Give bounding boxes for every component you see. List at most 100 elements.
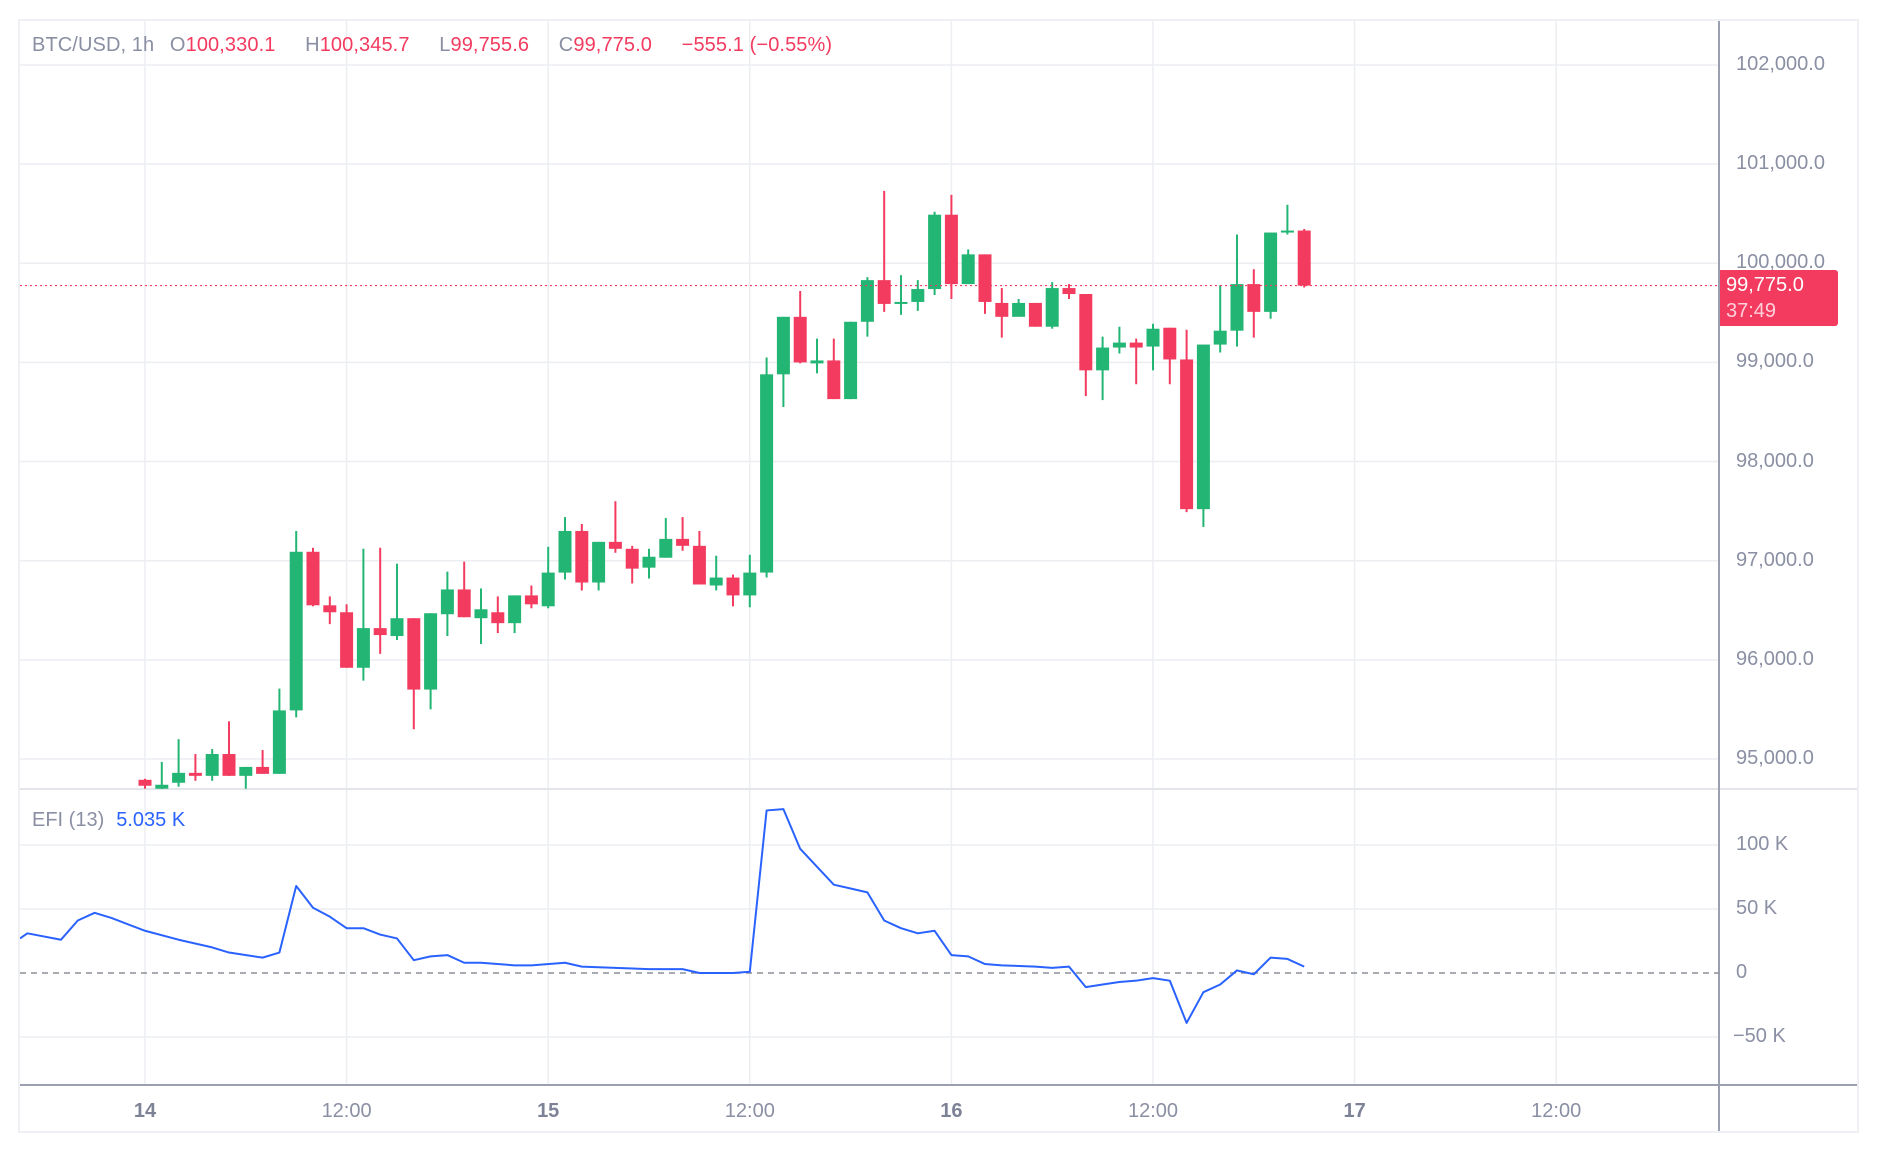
candle-body bbox=[1146, 328, 1160, 347]
candle-body bbox=[894, 301, 908, 304]
candle-body bbox=[944, 214, 958, 285]
candle-body bbox=[1012, 302, 1026, 317]
candle-body bbox=[709, 577, 723, 586]
candle-body bbox=[407, 618, 421, 690]
candle-body bbox=[508, 595, 522, 624]
candle-body bbox=[911, 289, 925, 302]
candle-body bbox=[642, 556, 656, 568]
candle-body bbox=[860, 280, 874, 322]
candle-body bbox=[1028, 302, 1042, 327]
candle-body bbox=[356, 628, 370, 668]
candle-body bbox=[340, 612, 354, 668]
open-value: 100,330.1 bbox=[185, 34, 276, 56]
time-tick-label: 12:00 bbox=[1531, 1100, 1582, 1122]
candle-body bbox=[205, 754, 219, 776]
efi-value: 5.035 K bbox=[116, 809, 186, 831]
candle-body bbox=[625, 548, 639, 569]
candle-body bbox=[239, 766, 253, 776]
candle-body bbox=[272, 710, 286, 774]
candle-body bbox=[1129, 342, 1143, 348]
efi-tick-label: 50 K bbox=[1736, 897, 1778, 919]
efi-line bbox=[20, 808, 1305, 1024]
candle-body bbox=[457, 589, 471, 618]
price-tick-label: 100,000.0 bbox=[1736, 251, 1825, 274]
candle-body bbox=[1062, 288, 1076, 295]
change-value: −555.1 (−0.55%) bbox=[681, 34, 833, 56]
candle-body bbox=[793, 316, 807, 363]
candles bbox=[138, 190, 1311, 789]
candle-body bbox=[474, 609, 488, 619]
price-tick-label: 101,000.0 bbox=[1736, 152, 1825, 175]
candle-body bbox=[961, 254, 975, 285]
candle-body bbox=[877, 280, 891, 304]
candle-body bbox=[323, 605, 337, 613]
candle-body bbox=[928, 214, 942, 290]
candle-body bbox=[592, 541, 606, 583]
efi-tick-label: 100 K bbox=[1736, 833, 1789, 855]
price-tick-label: 98,000.0 bbox=[1736, 449, 1814, 472]
candle-body bbox=[1180, 359, 1194, 510]
candle-body bbox=[1297, 230, 1311, 286]
candle-body bbox=[1163, 327, 1177, 360]
candle-body bbox=[810, 360, 824, 364]
price-tick-label: 102,000.0 bbox=[1736, 53, 1825, 75]
candle-body bbox=[440, 589, 454, 615]
time-tick-label: 12:00 bbox=[1127, 1100, 1179, 1122]
candle-body bbox=[558, 530, 572, 573]
candle-body bbox=[978, 254, 992, 302]
candle-body bbox=[575, 530, 589, 583]
price-tick-label: 96,000.0 bbox=[1736, 647, 1814, 670]
candle-body bbox=[1213, 330, 1227, 345]
candle-body bbox=[1112, 342, 1126, 348]
price-tick-label: 95,000.0 bbox=[1736, 746, 1814, 769]
last-price-tag: 99,775.0 37:49 bbox=[1720, 270, 1838, 326]
efi-tick-label: −50 K bbox=[1733, 1025, 1786, 1047]
candle-body bbox=[1096, 347, 1110, 371]
candle-body bbox=[844, 321, 858, 400]
candle-body bbox=[373, 628, 387, 636]
candle-body bbox=[1045, 288, 1059, 327]
efi-tick-label: 0 bbox=[1736, 961, 1748, 983]
time-tick-label: 12:00 bbox=[321, 1100, 372, 1122]
candle-body bbox=[1079, 294, 1093, 371]
low-value: 99,755.6 bbox=[450, 34, 530, 56]
price-tick-label: 97,000.0 bbox=[1736, 548, 1814, 571]
time-tick-label: 16 bbox=[940, 1100, 963, 1122]
candle-body bbox=[188, 772, 202, 776]
candle-body bbox=[608, 541, 622, 549]
candle-body bbox=[524, 595, 538, 605]
candle-body bbox=[676, 538, 690, 546]
price-tick-label: 99,000.0 bbox=[1736, 350, 1814, 373]
time-tick-label: 12:00 bbox=[724, 1100, 775, 1122]
candle-body bbox=[1264, 232, 1278, 312]
candle-body bbox=[172, 772, 186, 783]
candle-body bbox=[222, 754, 236, 776]
bar-countdown: 37:49 bbox=[1726, 300, 1777, 322]
candle-body bbox=[138, 779, 152, 786]
candle-body bbox=[760, 374, 774, 573]
efi-legend: EFI (13) 5.035 K bbox=[32, 809, 185, 832]
candle-body bbox=[1247, 284, 1261, 312]
candle-body bbox=[306, 551, 320, 606]
efi-label[interactable]: EFI (13) bbox=[32, 809, 105, 831]
high-value: 100,345.7 bbox=[319, 34, 410, 56]
close-value: 99,775.0 bbox=[573, 34, 652, 56]
candle-body bbox=[1280, 230, 1294, 233]
candle-body bbox=[776, 316, 790, 375]
time-tick-label: 15 bbox=[537, 1100, 560, 1122]
chart-frame bbox=[18, 19, 1859, 1133]
candle-body bbox=[692, 545, 706, 585]
candle-body bbox=[659, 538, 673, 558]
candle-body bbox=[1196, 344, 1210, 510]
candle-body bbox=[155, 784, 169, 789]
symbol-label[interactable]: BTC/USD, 1h bbox=[32, 34, 155, 56]
symbol-legend: BTC/USD, 1h O100,330.1 H100,345.7 L99,75… bbox=[32, 34, 833, 56]
time-tick-label: 14 bbox=[133, 1100, 157, 1122]
candle-body bbox=[424, 613, 438, 690]
candle-body bbox=[390, 618, 404, 637]
candle-body bbox=[995, 302, 1009, 317]
candle-body bbox=[491, 612, 505, 624]
efi-plot bbox=[20, 808, 1305, 1024]
candle-body bbox=[827, 360, 841, 400]
